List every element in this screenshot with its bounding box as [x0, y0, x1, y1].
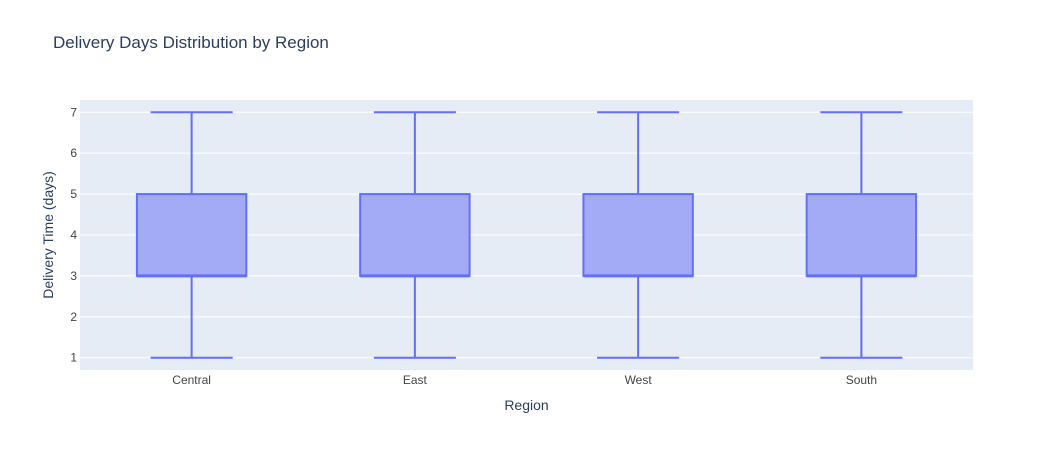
y-tick-label-5: 5: [70, 187, 77, 201]
iqr-box: [359, 193, 471, 277]
y-tick-label-6: 6: [70, 146, 77, 160]
iqr-box: [805, 193, 918, 277]
boxes: [135, 111, 918, 359]
y-tick-label-7: 7: [70, 105, 77, 119]
x-tick-label-east: East: [403, 373, 428, 387]
x-tick-label-central: Central: [172, 373, 211, 387]
x-tick-label-west: West: [625, 373, 653, 387]
y-tick-label-2: 2: [70, 310, 77, 324]
y-axis-label: Delivery Time (days): [40, 171, 56, 299]
y-tick-label-3: 3: [70, 269, 77, 283]
y-tick-label-4: 4: [70, 228, 77, 242]
x-tick-label-south: South: [846, 373, 877, 387]
x-axis-ticks: Central East West South: [172, 373, 877, 387]
x-axis-label: Region: [504, 397, 548, 413]
chart-title: Delivery Days Distribution by Region: [53, 33, 329, 52]
box-west: [582, 111, 694, 359]
box-central: [135, 111, 248, 359]
y-axis-ticks: 1 2 3 4 5 6 7: [70, 105, 77, 364]
iqr-box: [582, 193, 694, 277]
box-south: [805, 111, 918, 359]
y-tick-label-1: 1: [70, 351, 77, 365]
box-east: [359, 111, 471, 359]
iqr-box: [135, 193, 248, 277]
